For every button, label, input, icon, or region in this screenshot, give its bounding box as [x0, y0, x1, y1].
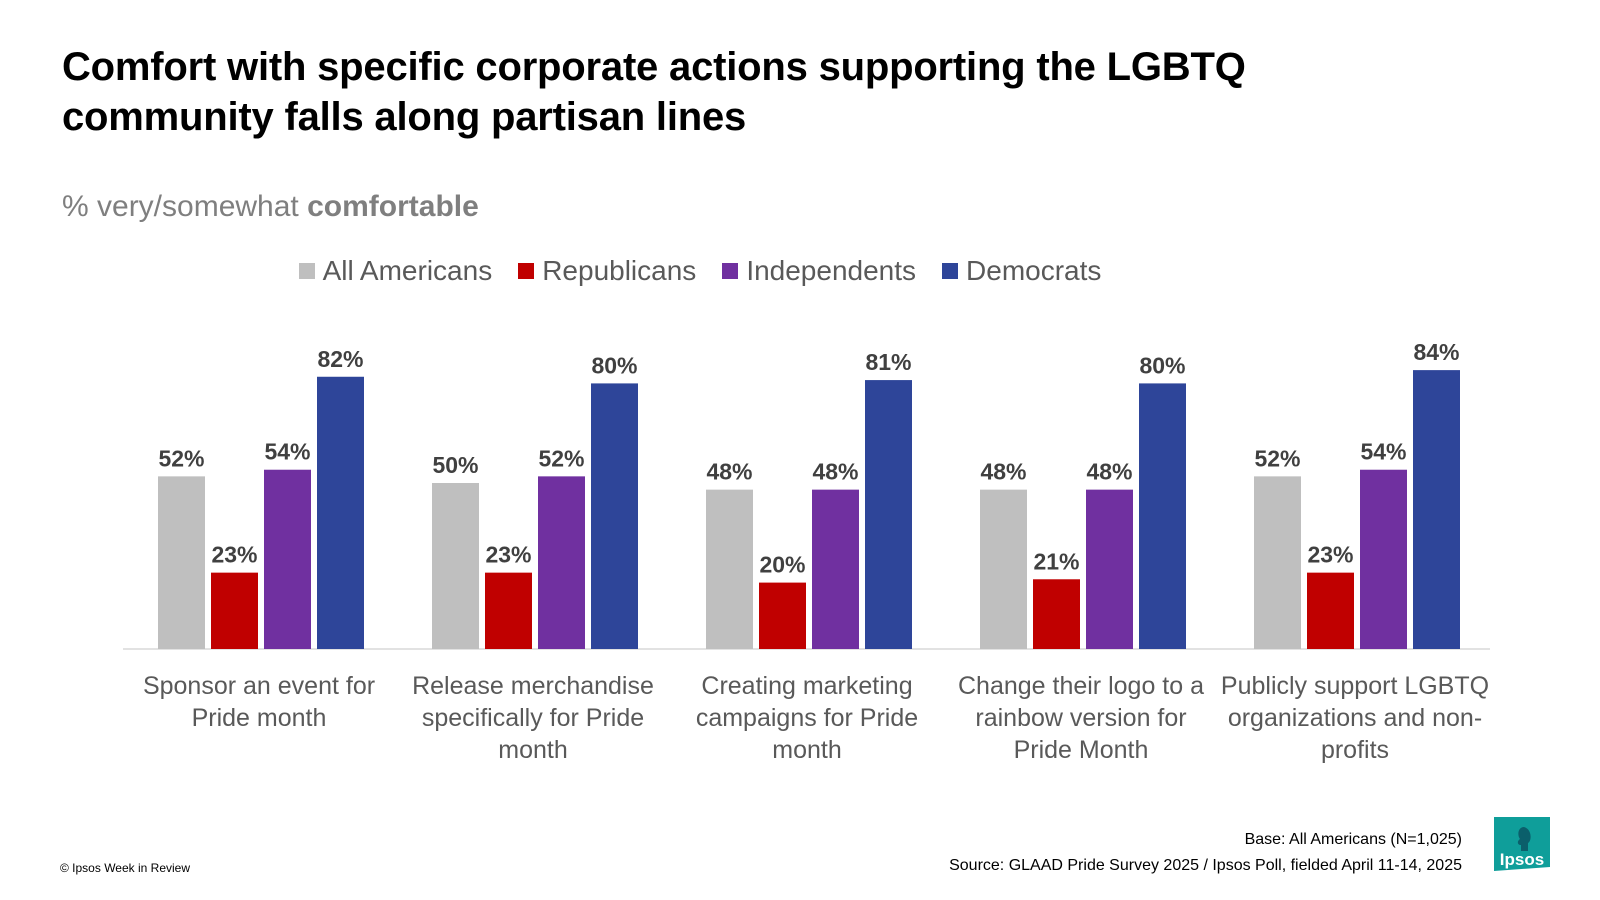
- footer-base: Base: All Americans (N=1,025): [1244, 831, 1462, 848]
- legend-label-independents: Independents: [746, 255, 917, 286]
- category-label-1-line-2: Pride month: [192, 704, 327, 732]
- footer-source: Source: GLAAD Pride Survey 2025 / Ipsos …: [949, 857, 1462, 874]
- category-label-5-line-2: organizations and non-: [1228, 704, 1482, 732]
- category-label-5-line-3: profits: [1321, 736, 1389, 764]
- data-label-all-americans-2: 50%: [432, 452, 478, 478]
- category-label-4-line-1: Change their logo to a: [958, 672, 1204, 700]
- copyright: © Ipsos Week in Review: [60, 861, 191, 875]
- data-label-independents-2: 52%: [538, 445, 584, 471]
- data-label-republicans-4: 21%: [1033, 548, 1079, 574]
- data-label-democrats-1: 82%: [317, 346, 363, 372]
- legend-label-democrats: Democrats: [966, 255, 1102, 286]
- chart-subtitle: % very/somewhat comfortable: [62, 190, 479, 224]
- legend-swatch-all-americans: [298, 263, 315, 279]
- legend: All Americans Republicans Independents D…: [0, 255, 1600, 287]
- data-label-independents-4: 48%: [1086, 459, 1132, 485]
- bar-republicans-4: [1033, 579, 1080, 649]
- bar-democrats-2: [591, 383, 638, 649]
- category-label-3-line-2: campaigns for Pride: [696, 704, 918, 732]
- bar-all-americans-4: [980, 489, 1027, 649]
- data-label-republicans-3: 20%: [759, 552, 805, 578]
- bar-all-americans-2: [432, 483, 479, 649]
- legend-label-all-americans: All Americans: [322, 255, 493, 286]
- bar-chart: 52% 23% 54% 82% Sponsor an event for Pride mo…: [123, 339, 1490, 764]
- data-label-democrats-4: 80%: [1139, 352, 1185, 378]
- category-label-4-line-2: rainbow version for: [975, 704, 1186, 732]
- title-line-2: community falls along partisan lines: [62, 95, 747, 139]
- bar-independents-4: [1086, 489, 1133, 649]
- bar-independents-5: [1360, 469, 1407, 649]
- bar-all-americans-3: [706, 489, 753, 649]
- title-line-1: Comfort with specific corporate actions …: [62, 45, 1246, 89]
- category-label-4-line-3: Pride Month: [1014, 736, 1149, 764]
- data-label-all-americans-3: 48%: [706, 459, 752, 485]
- legend-label-republicans: Republicans: [542, 255, 697, 286]
- bar-republicans-2: [485, 572, 532, 649]
- category-label-1-line-1: Sponsor an event for: [143, 672, 375, 700]
- bar-all-americans-5: [1254, 476, 1301, 649]
- data-label-all-americans-1: 52%: [158, 445, 204, 471]
- data-label-independents-3: 48%: [812, 459, 858, 485]
- data-label-republicans-2: 23%: [485, 542, 531, 568]
- bar-independents-2: [538, 476, 585, 649]
- logo-text: Ipsos: [1500, 850, 1544, 869]
- category-label-2-line-3: month: [498, 736, 567, 764]
- bar-republicans-5: [1307, 572, 1354, 649]
- bar-independents-3: [812, 489, 859, 649]
- subtitle-bold: comfortable: [307, 190, 479, 223]
- data-label-democrats-3: 81%: [865, 349, 911, 375]
- bar-all-americans-1: [158, 476, 205, 649]
- legend-item-democrats: Democrats: [942, 255, 1101, 287]
- bar-independents-1: [264, 469, 311, 649]
- category-label-2-line-2: specifically for Pride: [422, 704, 644, 732]
- legend-item-all-americans: All Americans: [298, 255, 493, 287]
- subtitle-prefix: % very/somewhat: [62, 190, 308, 223]
- legend-swatch-democrats: [942, 263, 959, 279]
- bar-democrats-5: [1413, 370, 1460, 649]
- data-label-all-americans-5: 52%: [1254, 445, 1300, 471]
- category-label-2-line-1: Release merchandise: [412, 672, 654, 700]
- legend-item-independents: Independents: [722, 255, 916, 287]
- chart-title: Comfort with specific corporate actions …: [62, 42, 1462, 142]
- data-label-republicans-5: 23%: [1307, 542, 1353, 568]
- data-label-all-americans-4: 48%: [980, 459, 1026, 485]
- legend-swatch-independents: [722, 263, 739, 279]
- bar-democrats-1: [317, 376, 364, 649]
- legend-swatch-republicans: [518, 263, 535, 279]
- ipsos-logo: Ipsos: [1494, 817, 1550, 871]
- category-label-5-line-1: Publicly support LGBTQ: [1221, 672, 1489, 700]
- data-label-democrats-5: 84%: [1413, 339, 1459, 365]
- bar-democrats-4: [1139, 383, 1186, 649]
- data-label-democrats-2: 80%: [591, 352, 637, 378]
- bar-democrats-3: [865, 380, 912, 649]
- bar-republicans-3: [759, 582, 806, 649]
- category-label-3-line-3: month: [772, 736, 841, 764]
- data-label-independents-5: 54%: [1360, 439, 1406, 465]
- bar-republicans-1: [211, 572, 258, 649]
- data-label-independents-1: 54%: [264, 439, 310, 465]
- data-label-republicans-1: 23%: [211, 542, 257, 568]
- legend-item-republicans: Republicans: [518, 255, 696, 287]
- category-label-3-line-1: Creating marketing: [701, 672, 912, 700]
